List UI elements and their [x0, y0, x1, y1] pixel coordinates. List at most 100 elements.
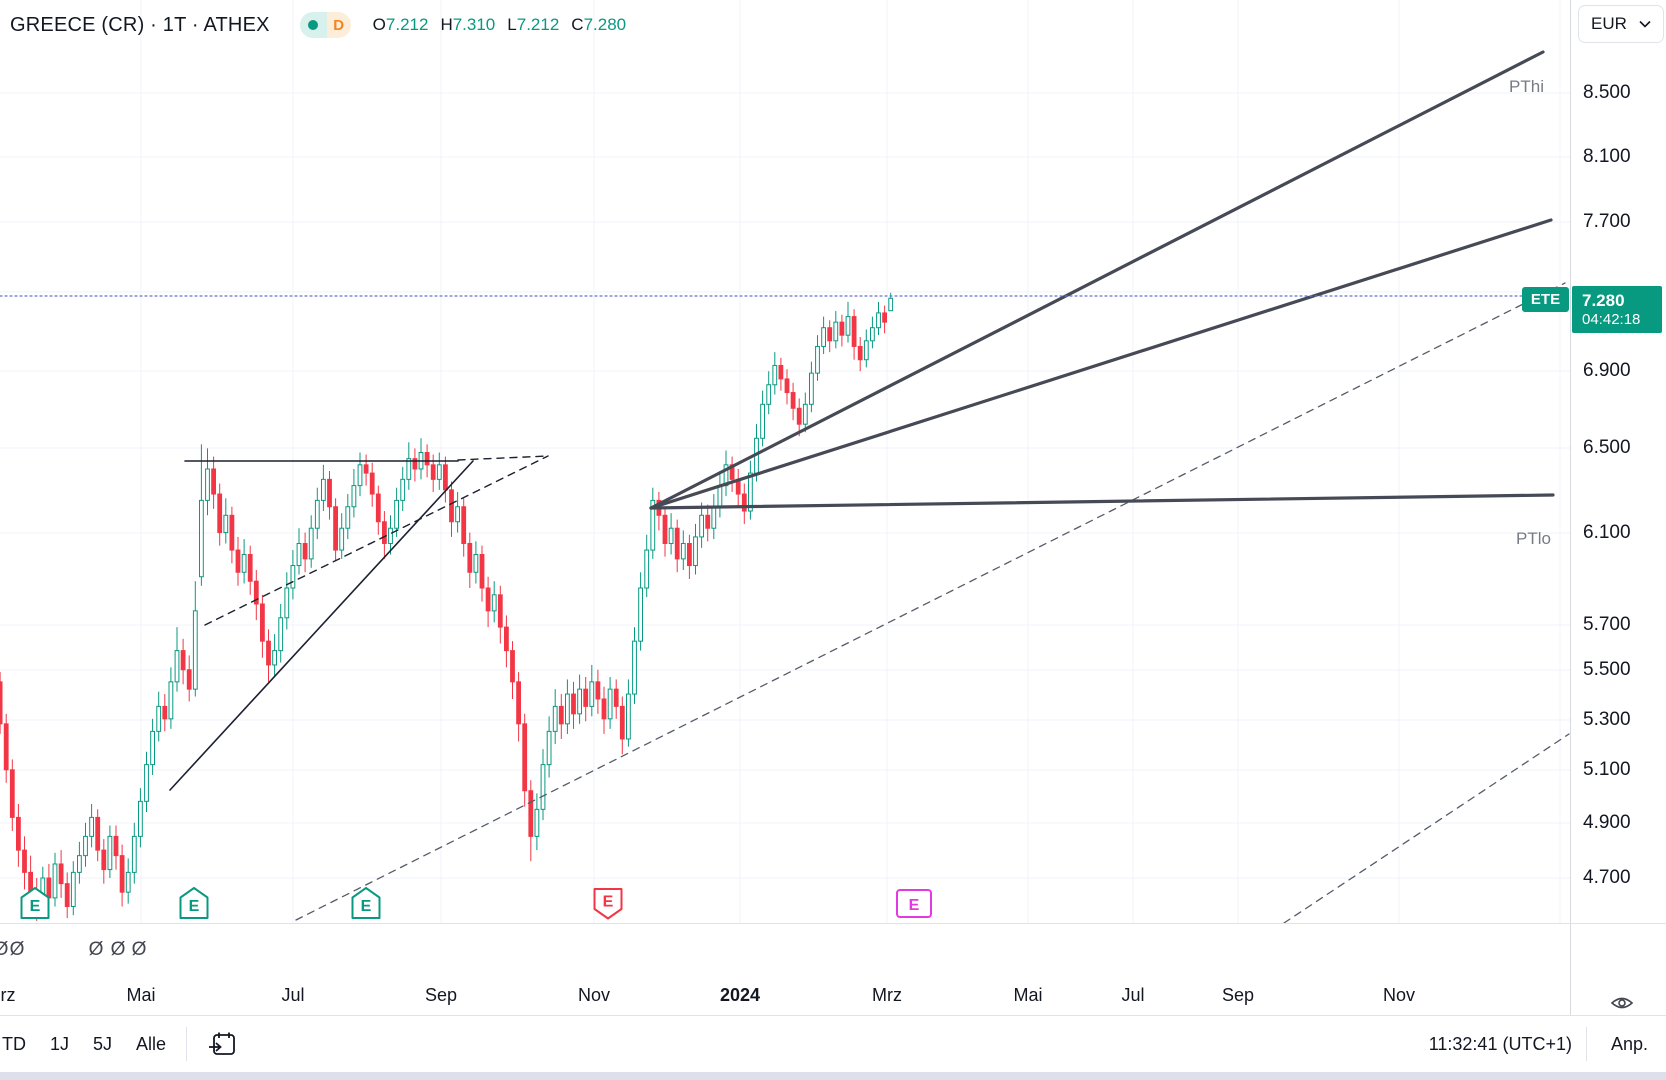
price-axis-label: 6.500 — [1583, 437, 1631, 458]
earnings-beat-icon[interactable]: E — [351, 887, 381, 919]
candle-body — [369, 472, 375, 495]
close-label: C — [571, 15, 584, 34]
candle-body — [546, 730, 552, 766]
range-buttons: TD 1J 5J Alle — [0, 1034, 178, 1055]
candle-body — [333, 506, 339, 551]
bottomright-dashed-trendline[interactable] — [1283, 733, 1570, 924]
open-value: 7.212 — [385, 15, 429, 34]
candle-body — [314, 499, 320, 529]
range-button-ytd[interactable]: TD — [2, 1033, 26, 1054]
interval-half: D — [326, 12, 351, 38]
candle-body — [583, 688, 589, 707]
time-axis-label: Jul — [281, 985, 305, 1005]
candle-body — [833, 321, 839, 342]
candle-body — [455, 506, 461, 523]
split-marker-icon[interactable]: Ø — [89, 939, 104, 960]
candle-body — [851, 316, 857, 347]
go-to-date-calendar-icon[interactable] — [207, 1030, 237, 1058]
fan-line-middle[interactable] — [649, 218, 1553, 510]
candle-body — [876, 312, 881, 329]
price-axis-border[interactable] — [1570, 0, 1571, 1015]
candle-body — [644, 549, 650, 589]
candle-body — [412, 458, 418, 470]
candle-body — [284, 587, 290, 619]
candle-body — [577, 688, 583, 715]
candle-body — [772, 364, 778, 386]
bottom-scroll-strip[interactable] — [0, 1072, 1666, 1080]
time-axis-label: Nov — [577, 985, 611, 1005]
eye-icon[interactable] — [1608, 993, 1638, 1013]
candle-body — [485, 587, 491, 612]
candle-body — [540, 764, 546, 810]
candle-body — [52, 863, 58, 899]
range-button-1y[interactable]: 1J — [50, 1033, 70, 1054]
triangle-rising-dashed[interactable] — [204, 455, 549, 626]
split-marker-icon[interactable]: Ø — [10, 939, 25, 960]
earnings-miss-icon[interactable]: E — [593, 888, 623, 920]
market-status-dot-icon — [308, 20, 319, 30]
longterm-dashed-trendline[interactable] — [295, 282, 1566, 921]
time-axis-label: Sep — [1221, 985, 1255, 1005]
earnings-icon[interactable]: E — [896, 889, 932, 918]
candle-body — [809, 372, 814, 405]
symbol-price-tag[interactable]: ETE — [1522, 287, 1569, 312]
price-axis-label: 7.700 — [1583, 211, 1631, 232]
split-marker-icon[interactable]: Ø — [0, 939, 9, 960]
candle-body — [290, 565, 296, 589]
candle-body — [9, 769, 15, 818]
candle-body — [778, 364, 784, 380]
candle-body — [711, 506, 717, 529]
candle-body — [601, 698, 607, 720]
candle-body — [565, 693, 570, 725]
earnings-beat-icon[interactable]: E — [20, 887, 50, 919]
candle-body — [174, 650, 180, 683]
high-label: H — [440, 15, 453, 34]
symbol-title[interactable]: GREECE (CR) · 1T · ATHEX — [10, 13, 270, 36]
price-axis-label: 8.500 — [1583, 82, 1631, 103]
candles-layer[interactable] — [0, 292, 894, 921]
candle-body — [693, 536, 698, 567]
adjust-button[interactable]: Anp. — [1610, 1033, 1648, 1054]
fan-line-lower[interactable] — [649, 493, 1555, 510]
candle-body — [827, 327, 833, 342]
candle-body — [430, 464, 436, 480]
triangle-top-dashed-ext[interactable] — [457, 455, 549, 461]
candle-body — [260, 603, 265, 642]
candle-body — [467, 542, 473, 573]
candle-body — [272, 650, 278, 666]
clock-display[interactable]: 11:32:41 (UTC+1) — [1428, 1033, 1572, 1054]
low-value: 7.212 — [516, 15, 560, 34]
close-value: 7.280 — [583, 15, 627, 34]
candle-body — [760, 403, 766, 439]
range-button-5y[interactable]: 5J — [93, 1033, 113, 1054]
interval-status-pill[interactable]: D — [299, 12, 351, 38]
chart-header: GREECE (CR) · 1T · ATHEX D O7.212 H7.310… — [10, 10, 638, 40]
split-marker-icon[interactable]: Ø — [111, 939, 126, 960]
low-label: L — [507, 15, 517, 34]
candle-body — [321, 478, 326, 501]
price-axis-label: 6.900 — [1583, 360, 1631, 381]
split-marker-icon[interactable]: Ø — [132, 939, 147, 960]
currency-dropdown[interactable]: EUR — [1578, 5, 1664, 43]
candle-body — [497, 594, 503, 628]
candle-body — [839, 321, 845, 336]
earnings-beat-icon[interactable]: E — [179, 887, 209, 919]
fan-line-upper[interactable] — [649, 50, 1545, 510]
candle-body — [0, 681, 3, 725]
open-label: O — [372, 15, 386, 34]
price-axis-label: 4.700 — [1583, 867, 1631, 888]
last-price-badge[interactable]: 7.280 04:42:18 — [1572, 286, 1662, 333]
triangle-rising-line[interactable] — [169, 460, 474, 791]
candle-body — [16, 816, 21, 851]
drawings-layer[interactable]: PThi PTlo — [0, 50, 1571, 924]
candle-body — [186, 669, 192, 690]
range-button-all[interactable]: Alle — [136, 1033, 167, 1054]
candle-body — [162, 705, 168, 720]
candle-body — [345, 506, 351, 529]
candle-body — [552, 705, 558, 732]
time-axis-border[interactable] — [0, 923, 1666, 924]
candle-body — [308, 527, 314, 560]
candle-body — [406, 458, 412, 480]
